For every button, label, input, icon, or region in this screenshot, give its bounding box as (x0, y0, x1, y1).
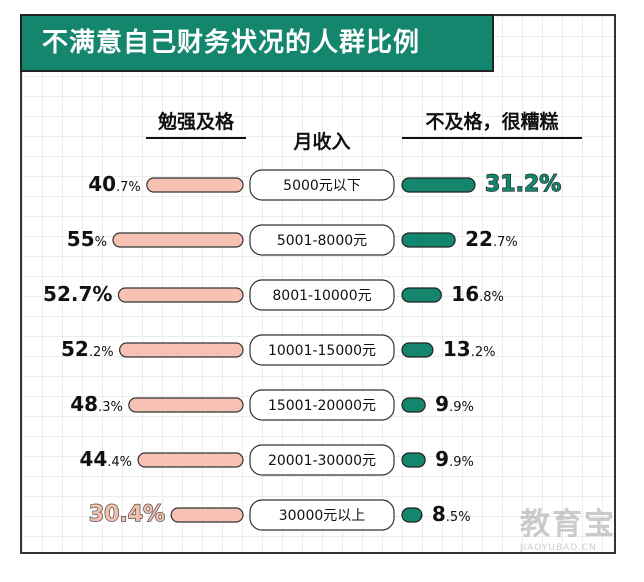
label-right-6: 8.5% (432, 502, 471, 526)
bar-right-1 (401, 232, 456, 248)
bar-right-0 (401, 177, 476, 193)
bar-right-6 (401, 507, 423, 523)
right-header: 不及格，很糟糕 (425, 110, 558, 133)
category-label-6: 30000元以上 (279, 508, 366, 524)
label-left-2: 52.7% (43, 282, 112, 306)
label-right-0: 31.2% (485, 172, 561, 197)
bar-left-2 (117, 287, 244, 303)
bar-left-4 (128, 397, 244, 413)
category-label-4: 15001-20000元 (268, 398, 376, 414)
chart-title: 不满意自己财务状况的人群比例 (20, 14, 494, 72)
label-left-5: 44.4% (79, 447, 132, 471)
category-box-6 (249, 499, 395, 531)
category-label-3: 10001-15000元 (268, 343, 376, 359)
label-left-6: 30.4% (89, 502, 165, 527)
watermark-sub-text: JIAOYUBAO.CN (520, 543, 597, 553)
label-right-2: 16.8% (451, 282, 504, 306)
watermark-main-text: 教育宝 (520, 507, 616, 542)
watermark-logo: 教育宝 JIAOYUBAO.CN (520, 508, 640, 568)
category-box-2 (249, 279, 395, 311)
category-box-5 (249, 444, 395, 476)
category-box-4 (249, 389, 395, 421)
label-left-3: 52.2% (61, 337, 114, 361)
bar-left-0 (146, 177, 244, 193)
category-label-1: 5001-8000元 (277, 233, 367, 249)
left-header: 勉强及格 (157, 110, 235, 133)
category-label-2: 8001-10000元 (272, 288, 371, 304)
label-left-1: 55% (67, 227, 107, 251)
label-right-1: 22.7% (465, 227, 518, 251)
category-box-0 (249, 169, 395, 201)
bar-left-5 (137, 452, 244, 468)
label-right-5: 9.9% (435, 447, 474, 471)
category-box-3 (249, 334, 395, 366)
category-box-1 (249, 224, 395, 256)
label-left-0: 40.7% (88, 172, 141, 196)
center-header: 月收入 (292, 130, 350, 153)
bar-right-5 (401, 452, 426, 468)
bar-right-2 (401, 287, 442, 303)
category-label-0: 5000元以下 (283, 178, 361, 194)
category-label-5: 20001-30000元 (268, 453, 376, 469)
bar-right-4 (401, 397, 426, 413)
bar-left-3 (119, 342, 244, 358)
bar-left-6 (170, 507, 244, 523)
label-right-4: 9.9% (435, 392, 474, 416)
label-left-4: 48.3% (70, 392, 123, 416)
bar-left-1 (112, 232, 244, 248)
label-right-3: 13.2% (443, 337, 496, 361)
bar-right-3 (401, 342, 434, 358)
